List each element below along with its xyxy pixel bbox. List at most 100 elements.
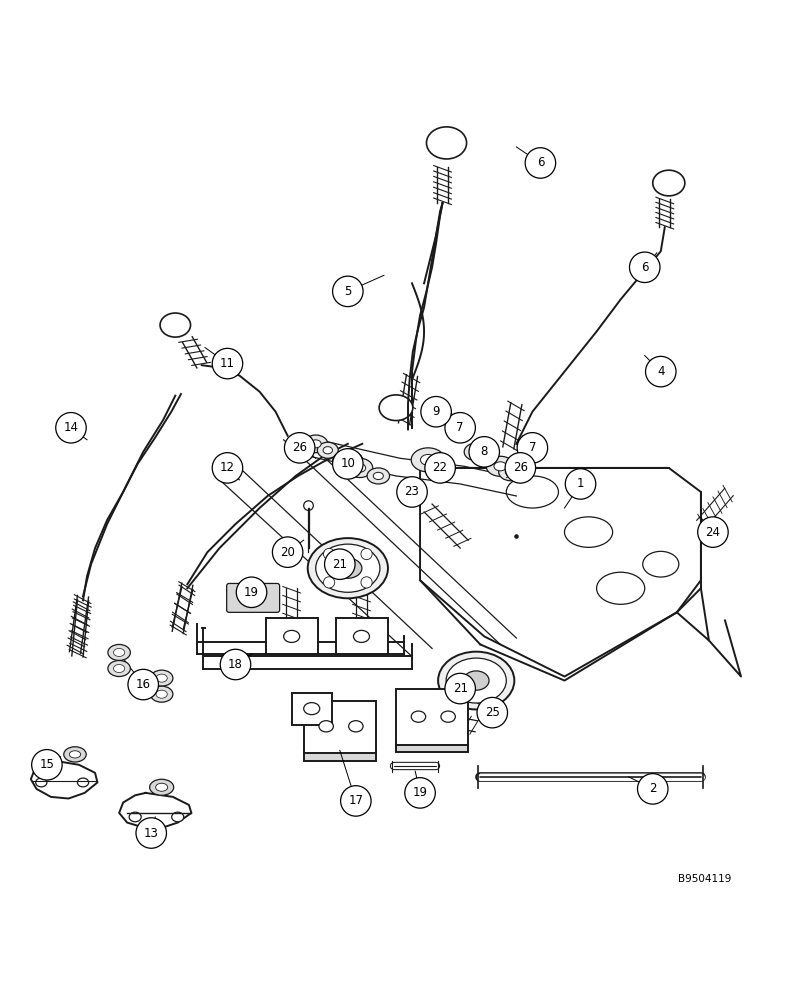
Ellipse shape <box>113 648 124 656</box>
FancyBboxPatch shape <box>336 618 388 654</box>
Ellipse shape <box>471 448 482 456</box>
Ellipse shape <box>367 468 389 484</box>
Text: 20: 20 <box>280 546 295 559</box>
Ellipse shape <box>420 454 436 465</box>
Circle shape <box>477 697 507 728</box>
Ellipse shape <box>653 170 685 196</box>
Ellipse shape <box>36 778 47 787</box>
Circle shape <box>325 549 355 579</box>
Ellipse shape <box>353 630 369 642</box>
Text: 18: 18 <box>228 658 243 671</box>
Ellipse shape <box>108 660 130 677</box>
Ellipse shape <box>427 127 466 159</box>
Ellipse shape <box>464 443 488 461</box>
Text: 16: 16 <box>136 678 151 691</box>
Ellipse shape <box>308 538 388 598</box>
Ellipse shape <box>505 468 516 476</box>
Circle shape <box>425 453 456 483</box>
Circle shape <box>517 433 548 463</box>
Circle shape <box>629 252 660 283</box>
Text: 7: 7 <box>528 441 537 454</box>
Ellipse shape <box>150 670 173 686</box>
Circle shape <box>128 669 158 700</box>
Circle shape <box>333 276 363 307</box>
Text: 19: 19 <box>413 786 427 799</box>
Text: 11: 11 <box>220 357 235 370</box>
Text: 9: 9 <box>432 405 440 418</box>
Ellipse shape <box>426 456 455 477</box>
Text: 8: 8 <box>481 445 488 458</box>
Ellipse shape <box>171 812 183 822</box>
Ellipse shape <box>486 456 515 476</box>
Ellipse shape <box>441 711 456 722</box>
Circle shape <box>445 413 475 443</box>
Ellipse shape <box>434 462 447 471</box>
Ellipse shape <box>156 783 168 791</box>
Text: 13: 13 <box>144 827 158 840</box>
Text: 21: 21 <box>332 558 347 571</box>
Ellipse shape <box>323 447 332 454</box>
Ellipse shape <box>129 812 141 822</box>
Ellipse shape <box>150 686 173 702</box>
Ellipse shape <box>463 671 489 690</box>
Circle shape <box>56 413 86 443</box>
Ellipse shape <box>347 458 372 478</box>
Text: B9504119: B9504119 <box>678 874 731 884</box>
Circle shape <box>638 774 668 804</box>
Circle shape <box>397 477 427 507</box>
Text: 25: 25 <box>485 706 499 719</box>
Ellipse shape <box>304 703 320 715</box>
Circle shape <box>221 649 250 680</box>
Circle shape <box>525 148 556 178</box>
Text: 1: 1 <box>577 477 584 490</box>
Text: 22: 22 <box>432 461 448 474</box>
Circle shape <box>213 453 242 483</box>
Text: 21: 21 <box>452 682 468 695</box>
Ellipse shape <box>354 464 366 472</box>
Circle shape <box>213 348 242 379</box>
Ellipse shape <box>333 450 363 473</box>
Ellipse shape <box>334 558 362 578</box>
Text: 7: 7 <box>457 421 464 434</box>
Text: 14: 14 <box>64 421 78 434</box>
Text: 6: 6 <box>537 156 544 169</box>
Circle shape <box>32 750 62 780</box>
Text: 23: 23 <box>405 485 419 498</box>
Ellipse shape <box>156 690 167 698</box>
Text: 15: 15 <box>40 758 54 771</box>
Ellipse shape <box>373 472 383 480</box>
Circle shape <box>333 449 363 479</box>
Ellipse shape <box>246 592 260 604</box>
Text: 17: 17 <box>348 794 364 807</box>
FancyBboxPatch shape <box>396 689 468 745</box>
Text: 4: 4 <box>657 365 664 378</box>
Ellipse shape <box>411 448 445 472</box>
Ellipse shape <box>379 395 413 421</box>
FancyBboxPatch shape <box>292 693 332 725</box>
Circle shape <box>421 396 452 427</box>
Circle shape <box>646 356 676 387</box>
Ellipse shape <box>113 665 124 673</box>
Ellipse shape <box>310 440 321 448</box>
Ellipse shape <box>446 658 507 703</box>
Text: 26: 26 <box>513 461 528 474</box>
Circle shape <box>341 786 371 816</box>
Circle shape <box>284 433 315 463</box>
Ellipse shape <box>319 721 334 732</box>
Ellipse shape <box>438 652 515 709</box>
Text: 6: 6 <box>641 261 649 274</box>
Circle shape <box>323 577 335 588</box>
Circle shape <box>697 517 728 547</box>
Text: 2: 2 <box>649 782 657 795</box>
Ellipse shape <box>69 751 81 758</box>
Ellipse shape <box>499 463 523 481</box>
Text: 5: 5 <box>344 285 351 298</box>
Ellipse shape <box>78 778 89 787</box>
Ellipse shape <box>160 313 191 337</box>
Ellipse shape <box>64 747 86 762</box>
FancyBboxPatch shape <box>266 618 318 654</box>
Ellipse shape <box>316 544 380 592</box>
Circle shape <box>361 548 372 560</box>
Ellipse shape <box>318 442 339 458</box>
Circle shape <box>505 453 536 483</box>
